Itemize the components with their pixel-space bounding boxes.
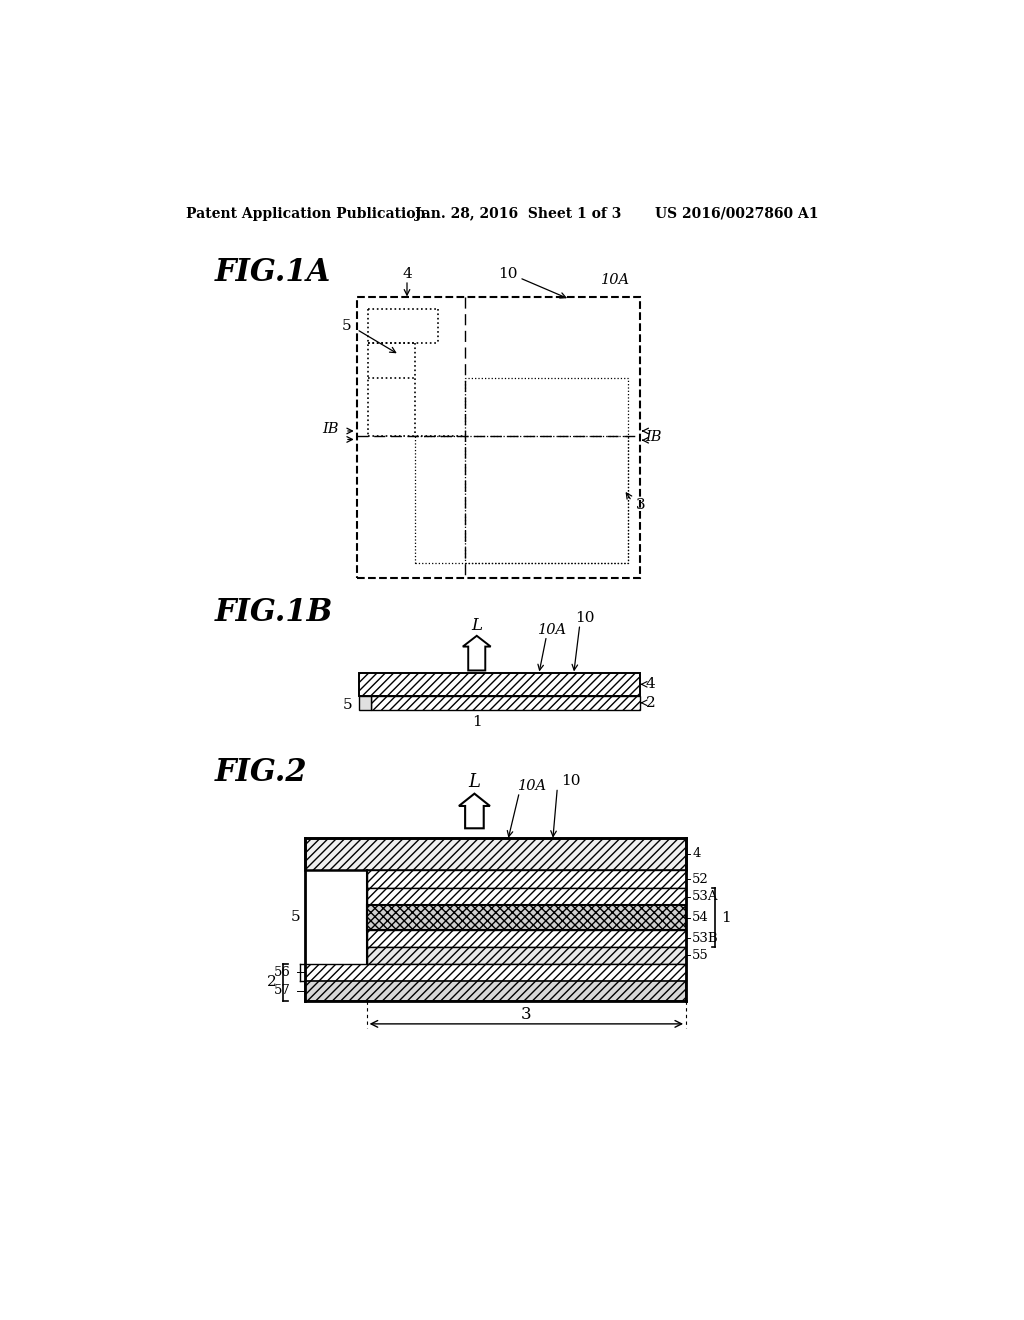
Bar [371, 696, 640, 710]
Text: IB: IB [646, 430, 663, 444]
Bar [415, 436, 628, 562]
Bar [367, 888, 686, 906]
Text: 10: 10 [575, 611, 595, 626]
Text: 52: 52 [692, 873, 709, 886]
Bar [367, 946, 686, 964]
Text: 10: 10 [498, 267, 517, 281]
Text: 1: 1 [721, 911, 731, 924]
Text: 10A: 10A [539, 623, 567, 636]
Text: IB: IB [323, 422, 339, 437]
Text: 2: 2 [267, 975, 276, 989]
Text: 3: 3 [636, 498, 645, 512]
FancyArrow shape [463, 636, 490, 671]
Bar [356, 297, 640, 578]
Bar [305, 838, 686, 870]
Text: 5: 5 [343, 698, 352, 711]
Text: L: L [468, 774, 480, 791]
Text: 2: 2 [646, 696, 655, 710]
FancyArrow shape [459, 793, 489, 829]
Text: Jan. 28, 2016  Sheet 1 of 3: Jan. 28, 2016 Sheet 1 of 3 [415, 207, 622, 220]
Text: 53B: 53B [692, 932, 719, 945]
Text: FIG.1A: FIG.1A [215, 257, 331, 288]
Text: 54: 54 [692, 911, 709, 924]
Text: 5: 5 [291, 909, 300, 924]
Bar [367, 929, 686, 946]
Bar [305, 964, 686, 981]
Text: 4: 4 [692, 847, 700, 861]
Text: 4: 4 [646, 677, 655, 692]
Text: 4: 4 [402, 267, 412, 281]
Text: 1: 1 [472, 715, 481, 729]
Text: 10A: 10A [518, 779, 547, 793]
Text: FIG.1B: FIG.1B [215, 597, 333, 628]
Text: 10A: 10A [601, 273, 630, 286]
Text: 57: 57 [273, 985, 291, 998]
Bar [359, 696, 371, 710]
Text: 3: 3 [521, 1006, 531, 1023]
Bar [465, 378, 628, 562]
Bar [305, 981, 686, 1001]
Bar [367, 870, 686, 888]
Text: Patent Application Publication: Patent Application Publication [186, 207, 426, 220]
Text: 5: 5 [342, 319, 351, 333]
Text: 56: 56 [273, 966, 291, 979]
Text: 55: 55 [692, 949, 709, 962]
Bar [367, 906, 686, 929]
Text: 53A: 53A [692, 890, 719, 903]
Text: FIG.2: FIG.2 [215, 758, 307, 788]
Text: L: L [471, 618, 482, 635]
Text: 10: 10 [561, 774, 581, 788]
Bar [359, 673, 640, 696]
Text: US 2016/0027860 A1: US 2016/0027860 A1 [655, 207, 818, 220]
